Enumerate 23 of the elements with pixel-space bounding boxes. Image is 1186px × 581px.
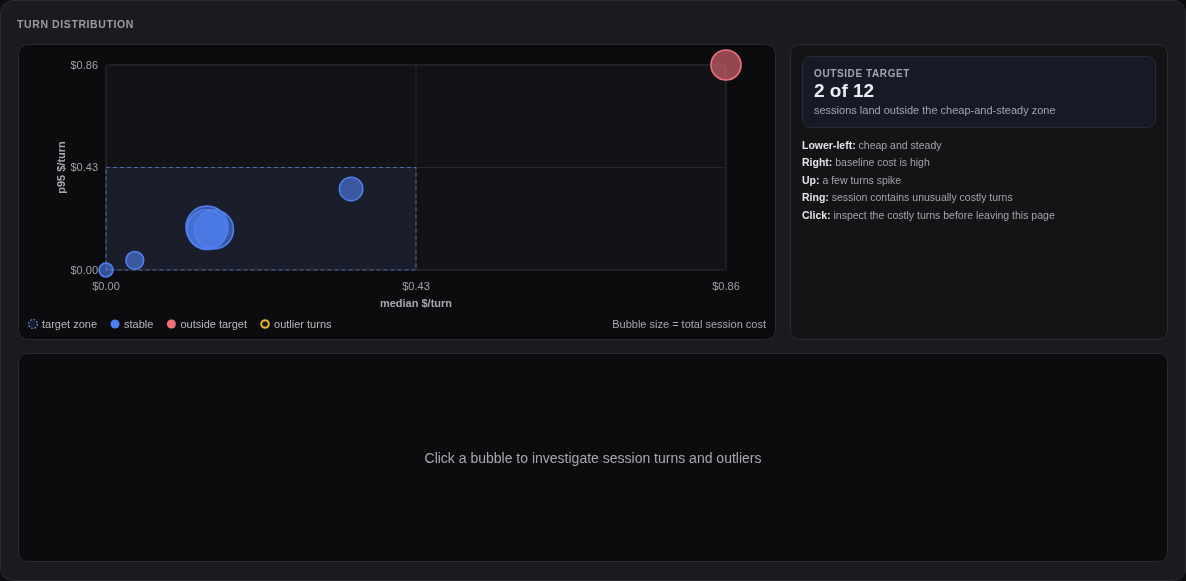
y-axis-title: p95 $/turn xyxy=(54,140,67,194)
y-tick-label: $0.00 xyxy=(70,263,98,276)
text: Right: baseline cost is high xyxy=(802,156,930,169)
text: 2 of 12 xyxy=(814,79,875,101)
legend-label: outside target xyxy=(180,317,248,330)
chart-title: TURN DISTRIBUTION xyxy=(17,17,134,30)
y-tick-label: $0.43 xyxy=(70,161,98,174)
text: Click a bubble to investigate session turns and outliers xyxy=(424,449,762,466)
legend-label: target zone xyxy=(42,317,98,330)
text: Lower-left: cheap and steady xyxy=(802,138,943,151)
text: Bubble size = total session cost xyxy=(612,317,766,330)
x-axis-title: median $/turn xyxy=(379,296,453,309)
legend-label: outlier turns xyxy=(274,317,333,330)
text: Ring: session contains unusually costly turns xyxy=(802,191,1013,204)
x-tick-label: $0.43 xyxy=(402,279,430,292)
text: Click: inspect the costly turns before leaving this page xyxy=(802,208,1055,221)
y-tick-label: $0.86 xyxy=(70,58,98,71)
text: OUTSIDE TARGET xyxy=(814,67,910,79)
x-tick-label: $0.00 xyxy=(92,279,120,292)
text: sessions land outside the cheap-and-steady zone xyxy=(814,103,1056,116)
x-tick-label: $0.86 xyxy=(712,279,740,292)
text: Up: a few turns spike xyxy=(802,173,902,186)
legend-label: stable xyxy=(124,317,154,330)
